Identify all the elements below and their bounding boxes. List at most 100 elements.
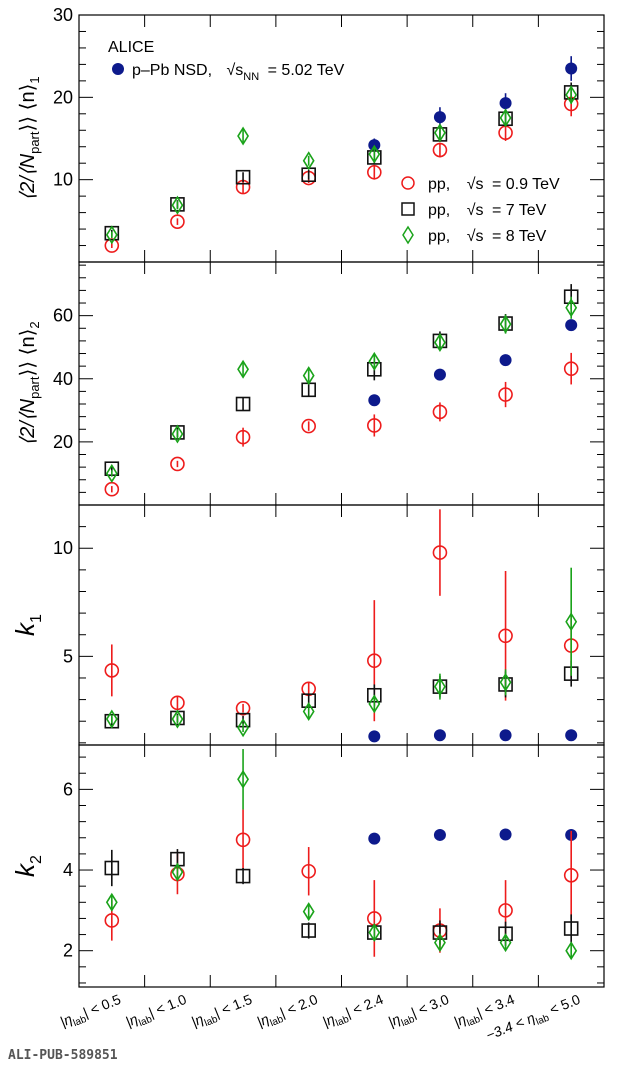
legend-ppb-sub: NN [243,71,259,83]
point-pp8 [433,933,446,953]
experiment-label: ALICE [108,39,154,56]
point-pp8 [565,941,578,961]
x-category-label: |ηlab| < 0.5 [58,991,125,1034]
point-pp8 [368,923,381,943]
point-ppb [433,368,446,381]
point-pp8 [302,902,315,922]
x-category-label: |ηlab| < 2.0 [255,991,322,1034]
point-pp8 [105,892,118,912]
point-pp8 [237,769,250,789]
point-pp8 [499,108,512,128]
point-pp7 [563,921,579,936]
panel-1: 10 20 30 ⟨2/⟨Npart⟩⟩ ⟨n⟩1 [17,5,605,263]
x-category-label: |ηlab| < 1.0 [123,991,190,1034]
point-pp8 [565,612,578,632]
point-pp09 [563,361,579,376]
point-pp8 [565,298,578,318]
point-pp8 [237,126,250,146]
point-pp7 [301,923,316,938]
point-pp09 [432,545,448,560]
legend-pp09-energy: = 0.9 TeV [492,176,560,193]
point-pp7 [235,169,251,185]
legend-ppb-sqrt: √s [227,62,244,79]
point-pp09 [498,125,513,141]
point-pp8 [171,862,184,882]
x-category-label: |ηlab| < 3.0 [386,991,453,1034]
point-pp8 [105,225,118,245]
legend-ppb-label: p–Pb NSD, √sNN = 5.02 TeV [132,62,345,84]
y-tick-label: 20 [53,87,73,107]
y-axis-label: k1 [10,614,45,636]
point-pp09 [301,863,316,879]
point-pp09 [235,179,251,195]
chart-panels: 10 20 30 ⟨2/⟨Npart⟩⟩ ⟨n⟩1 20 40 60 ⟨2/⟨Npart⟩⟩ … [10,5,605,988]
point-ppb [499,729,512,742]
point-pp09 [301,681,316,697]
legend-pp8-prefix: pp, [428,228,450,245]
point-pp09 [498,387,513,402]
point-ppb [433,729,446,742]
x-axis-labels: |ηlab| < 0.5 |ηlab| < 1.0 |ηlab| < 1.5 |ηla… [58,991,583,1043]
point-pp8 [302,151,315,171]
panel-frame [78,504,605,746]
point-pp09 [367,911,382,926]
point-pp09 [498,903,513,918]
point-pp09 [104,913,120,928]
panel-frame [78,744,605,988]
y-axis-label: ⟨2/⟨Npart⟩⟩ ⟨n⟩2 [17,321,42,445]
panel-3: 5 10 k1 [10,504,605,746]
legend-ppb-marker [112,63,124,75]
x-category-label: |ηlab| < 1.5 [189,991,256,1034]
legend-pp8-sqrt: √s [467,228,484,245]
point-ppb [368,394,381,407]
point-pp7 [104,860,120,876]
publication-id: ALI-PUB-589851 [8,1048,118,1063]
point-pp09 [498,628,513,644]
panel-4: 2 4 6 k2 [10,744,605,988]
legend-pp09-sqrt: √s [467,176,484,193]
point-pp8 [171,424,184,444]
legend-pp09-marker [401,176,415,190]
point-ppb [499,828,512,841]
point-pp8 [171,709,184,729]
point-pp7 [235,396,251,412]
point-ppb [499,97,512,110]
y-tick-label: 2 [63,941,73,961]
point-pp09 [235,700,251,716]
point-pp8 [433,677,446,697]
point-pp8 [302,701,315,721]
legend-pp8-marker [402,225,414,245]
legend-pp8-energy: = 8 TeV [492,228,547,245]
point-pp09 [432,142,448,158]
y-tick-label: 30 [53,5,73,25]
point-pp09 [235,429,251,445]
point-pp09 [432,404,448,420]
panel-frame [78,14,605,263]
point-ppb [433,828,446,841]
x-category-label: |ηlab| < 2.4 [320,991,387,1034]
point-pp09 [104,238,120,253]
y-tick-label: 60 [53,306,73,326]
panel-2: 20 40 60 ⟨2/⟨Npart⟩⟩ ⟨n⟩2 [17,261,605,506]
y-tick-label: 5 [63,646,73,666]
legend-ppb-energy: = 5.02 TeV [268,62,345,79]
point-pp09 [235,832,251,848]
point-pp09 [104,481,120,497]
y-tick-label: 20 [53,432,73,452]
y-tick-label: 10 [53,170,73,190]
legend: ALICE p–Pb NSD, √sNN = 5.02 TeV pp, √s =… [108,39,560,245]
point-ppb [565,319,578,332]
point-pp09 [301,418,316,434]
point-ppb [565,729,578,742]
y-tick-label: 4 [63,860,73,880]
point-pp09 [170,456,185,472]
point-pp09 [170,214,185,229]
point-pp8 [302,366,315,386]
y-axis-label: ⟨2/⟨Npart⟩⟩ ⟨n⟩1 [17,76,42,200]
point-pp09 [367,164,382,180]
point-ppb [499,354,512,367]
point-pp8 [237,359,250,379]
y-tick-label: 40 [53,369,73,389]
y-tick-label: 6 [63,779,73,799]
legend-pp7-marker [401,202,415,216]
